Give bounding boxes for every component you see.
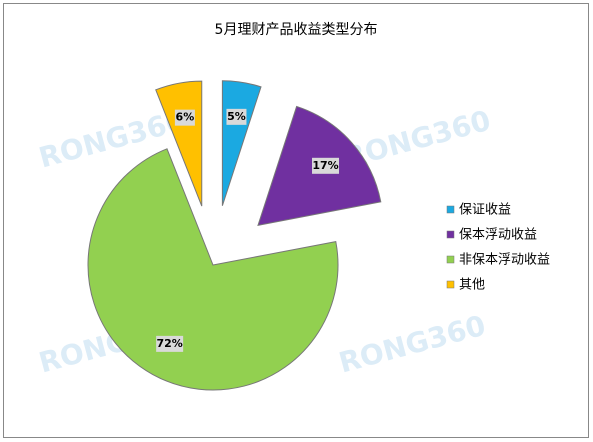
chart-border (3, 3, 589, 438)
legend-swatch (446, 230, 455, 239)
legend-swatch (446, 255, 455, 264)
legend-label: 保本浮动收益 (459, 228, 537, 243)
data-label: 17% (312, 159, 338, 172)
data-label-box (226, 108, 247, 125)
legend-label: 保证收益 (459, 203, 511, 218)
data-label: 6% (176, 111, 195, 124)
chart-title: 5月理财产品收益类型分布 (215, 22, 378, 38)
data-label-box (312, 157, 340, 174)
data-label: 5% (227, 110, 246, 123)
data-label-box (174, 109, 195, 126)
data-label: 72% (156, 337, 182, 350)
legend-swatch (446, 280, 455, 289)
data-label-box (156, 335, 184, 352)
pie-slice (87, 148, 339, 391)
legend-label: 其他 (459, 278, 485, 293)
legend-swatch (446, 205, 455, 214)
legend-label: 非保本浮动收益 (459, 253, 550, 268)
